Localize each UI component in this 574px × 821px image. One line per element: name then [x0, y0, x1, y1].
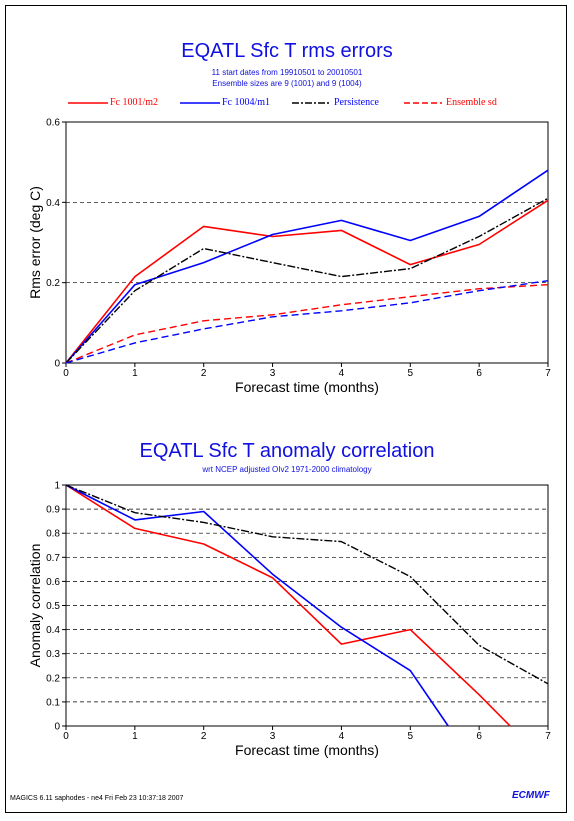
legend-label-persistence: Persistence: [334, 97, 379, 108]
chart-1-subtitle-line-1: 11 start dates from 19910501 to 20010501: [211, 68, 363, 77]
chart-2-xtick-label: 7: [545, 731, 551, 742]
chart-2-series-fc-1004-m1-1: [65, 484, 449, 727]
chart-2-ytick-label: 0.5: [46, 601, 60, 612]
chart-1-xtick-label: 1: [132, 368, 138, 379]
chart-2-xtick-label: 2: [201, 731, 207, 742]
chart-2-xtick-label: 0: [63, 731, 69, 742]
chart-2-ytick-label: 0.4: [46, 625, 60, 636]
chart-2-subtitle-line-1: wrt NCEP adjusted OIv2 1971-2000 climato…: [202, 465, 372, 474]
chart-2-series-persistence-2: [65, 484, 549, 685]
chart-1-xtick-label: 3: [270, 368, 276, 379]
legend-label-ensemble-sd: Ensemble sd: [446, 97, 497, 108]
chart-1-series-ensemble-sd-4: [65, 280, 549, 364]
chart-2-ytick-label: 0.8: [46, 529, 60, 540]
chart-2-ytick-label: 0.9: [46, 505, 60, 516]
chart-1-xtick-label: 6: [476, 368, 482, 379]
chart-1-xtick-label: 5: [408, 368, 414, 379]
chart-1-plot-frame: [65, 121, 549, 364]
chart-2-ytick-label: 0: [54, 722, 60, 733]
chart-1-x-axis-label: Forecast time (months): [235, 379, 379, 395]
chart-2-y-axis-label: Anomaly correlation: [27, 544, 43, 668]
chart-1-series-persistence-2: [65, 197, 549, 364]
chart-1-title: EQATL Sfc T rms errors: [181, 40, 393, 62]
chart-2-series-fc-1001-m2-0: [65, 484, 511, 727]
chart-1-series-ensemble-sd-3: [65, 284, 549, 364]
chart-1-series-fc-1001-m2-0: [65, 199, 549, 364]
chart-2-xtick-label: 1: [132, 731, 138, 742]
chart-1-subtitle-line-2: Ensemble sizes are 9 (1001) and 9 (1004): [212, 79, 362, 88]
chart-2-ytick-label: 0.2: [46, 673, 60, 684]
chart-1-ytick-label: 0.2: [46, 278, 60, 289]
chart-1-y-axis-label: Rms error (deg C): [27, 186, 43, 299]
footer-text: MAGICS 6.11 saphodes - ne4 Fri Feb 23 10…: [10, 795, 184, 802]
chart-2-ytick-label: 0.7: [46, 553, 60, 564]
legend-label-fc1004: Fc 1004/m1: [222, 97, 271, 108]
chart-1-ytick-label: 0: [54, 359, 60, 370]
chart-2-xtick-label: 3: [270, 731, 276, 742]
chart-2-x-axis-label: Forecast time (months): [235, 742, 379, 758]
chart-1-xtick-label: 7: [545, 368, 551, 379]
chart-1-xtick-label: 2: [201, 368, 207, 379]
chart-1-xtick-label: 0: [63, 368, 69, 379]
chart-2-xtick-label: 5: [408, 731, 414, 742]
ecmwf-logo: ECMWF: [512, 790, 550, 801]
chart-2-ytick-label: 0.1: [46, 697, 60, 708]
chart-1-ytick-label: 0.6: [46, 118, 60, 129]
chart-2-title: EQATL Sfc T anomaly correlation: [139, 440, 435, 462]
chart-2-ytick-label: 0.3: [46, 649, 60, 660]
legend-label-fc1001: Fc 1001/m2: [110, 97, 159, 108]
page-frame: [5, 5, 567, 813]
legend-swatches: [68, 102, 442, 104]
chart-2-xtick-label: 4: [339, 731, 345, 742]
chart-1-series-fc-1004-m1-1: [65, 169, 549, 364]
chart-2-ytick-label: 1: [54, 481, 60, 492]
chart-2-ytick-label: 0.6: [46, 577, 60, 588]
chart-2-xtick-label: 6: [476, 731, 482, 742]
chart-1-ytick-label: 0.4: [46, 198, 60, 209]
chart-1-xtick-label: 4: [339, 368, 345, 379]
